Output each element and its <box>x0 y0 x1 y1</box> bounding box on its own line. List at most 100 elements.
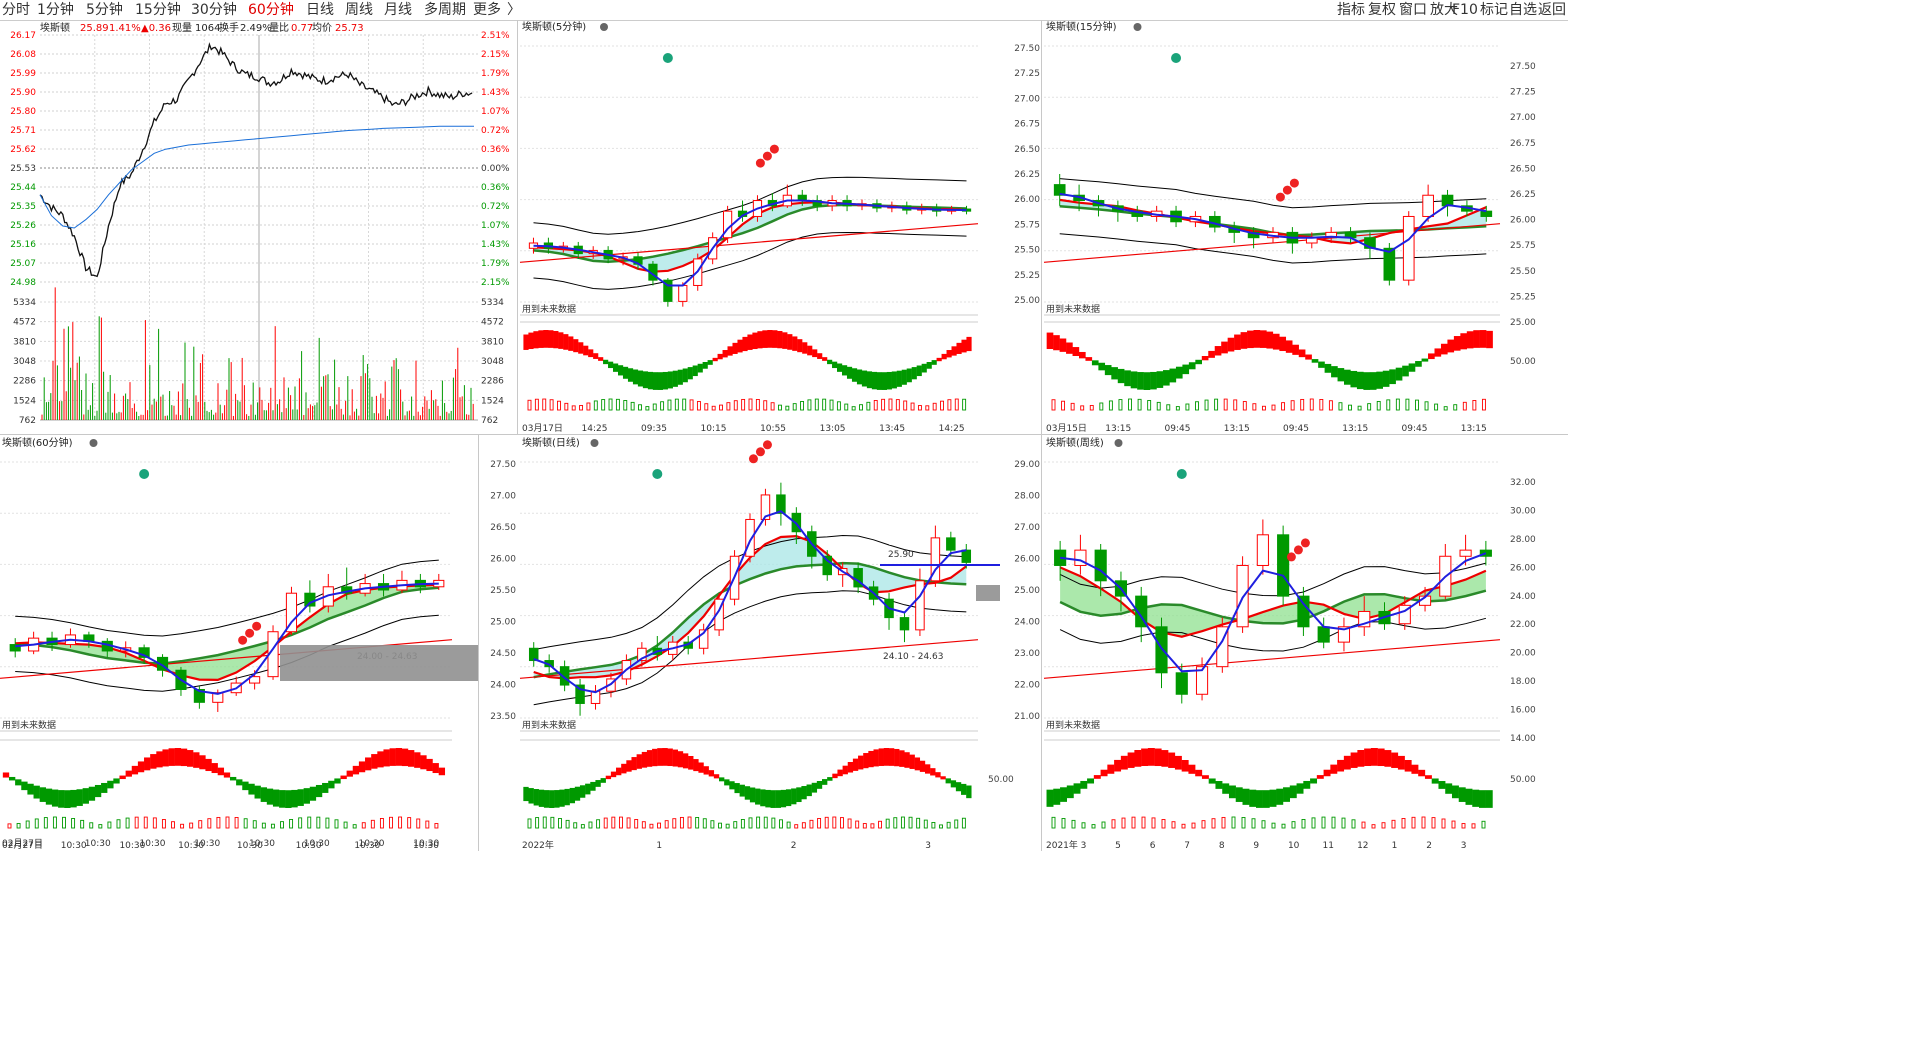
sell-signal-icon <box>1286 552 1296 562</box>
bollinger-lower <box>1059 617 1487 652</box>
indicator-bar <box>645 406 650 411</box>
indicator-bar <box>725 823 730 829</box>
x-tick: 10:30 <box>178 841 204 851</box>
candle-body <box>915 580 925 631</box>
indicator-bar <box>801 822 806 829</box>
indicator-bar <box>740 818 745 829</box>
toolbar-indicator[interactable]: 指标 <box>1337 2 1365 18</box>
tab-monthly[interactable]: 月线 <box>384 2 412 18</box>
more-arrow-icon[interactable]: 〉 <box>507 2 521 18</box>
candle-body <box>212 692 224 703</box>
indicator-bar <box>1443 406 1448 411</box>
tab-15min[interactable]: 15分钟 <box>135 2 181 18</box>
ma-long-line <box>519 639 979 679</box>
y-tick-right: 32.00 <box>1510 478 1536 488</box>
indicator-bar <box>527 818 532 829</box>
toolbar-back[interactable]: 返回 <box>1538 2 1566 18</box>
tab-intraday[interactable]: 分时 <box>2 2 30 18</box>
indicator-bar <box>832 816 837 829</box>
indicator-bar <box>641 821 646 829</box>
tab-multi-period[interactable]: 多周期 <box>424 2 466 18</box>
indicator-bar <box>1089 405 1094 411</box>
fast-ma-line <box>533 199 967 287</box>
sell-signal-icon <box>762 440 772 450</box>
support-zone-block <box>976 585 1000 601</box>
indicator-bar <box>1242 401 1247 411</box>
x-tick: 13:15 <box>1105 424 1131 434</box>
toolbar-adjust[interactable]: 复权 <box>1368 2 1396 18</box>
candle-body <box>138 647 150 658</box>
indicator-bar <box>1175 406 1180 411</box>
candle-body <box>528 647 539 662</box>
indicator-bar <box>1461 823 1466 829</box>
indicator-bar <box>1252 403 1257 411</box>
indicator-bar <box>379 818 384 829</box>
y-tick-right: 26.75 <box>1510 139 1536 149</box>
indicator-bar <box>733 400 738 411</box>
indicator-bar <box>923 819 928 829</box>
indicator-bar <box>398 816 403 829</box>
tab-30min[interactable]: 30分钟 <box>191 2 237 18</box>
indicator-bar <box>660 401 665 411</box>
x-tick: 10:30 <box>359 839 385 849</box>
y-tick-left: 27.00 <box>1014 94 1040 104</box>
tab-daily[interactable]: 日线 <box>306 2 334 18</box>
y-tick-left: 25.71 <box>10 126 36 136</box>
tab-more[interactable]: 更多 <box>473 2 501 18</box>
indicator-bar <box>824 816 829 829</box>
indicator-bar <box>1201 820 1206 829</box>
indicator-bar <box>189 822 194 829</box>
indicator-bar <box>134 816 139 829</box>
y-tick-right: 1.79% <box>481 259 510 269</box>
x-tick: 2021年 <box>1046 839 1078 851</box>
intraday-pct: 1.41% <box>109 23 141 34</box>
indicator-bar <box>216 816 221 829</box>
dropdown-icon <box>590 439 599 447</box>
bollinger-lower <box>1059 233 1487 264</box>
indicator-bar <box>1195 401 1199 411</box>
tab-weekly[interactable]: 周线 <box>345 2 373 18</box>
tab-5min[interactable]: 5分钟 <box>86 2 123 18</box>
toolbar-window[interactable]: 窗口 <box>1399 2 1427 18</box>
x-tick: 14:25 <box>582 424 608 434</box>
candle-body <box>304 592 316 607</box>
indicator-bar <box>814 398 819 411</box>
indicator-bar <box>634 819 639 829</box>
candle-body <box>1317 626 1330 643</box>
bollinger-upper <box>15 559 439 637</box>
candle-body <box>1297 595 1310 628</box>
tab-1min[interactable]: 1分钟 <box>37 2 74 18</box>
indicator-bar <box>1331 816 1336 829</box>
y-tick-left: 25.50 <box>1014 246 1040 256</box>
indicator-bar <box>557 400 561 411</box>
toolbar-f10[interactable]: F10 <box>1452 2 1478 18</box>
indicator-bar <box>1231 816 1236 829</box>
future-data-note: 用到未来数据 <box>1046 303 1100 315</box>
toolbar-watchlist[interactable]: 自选 <box>1509 2 1537 18</box>
x-tick: 10:30 <box>413 841 439 851</box>
toolbar-mark[interactable]: 标记 <box>1480 2 1508 18</box>
indicator-bar <box>1214 398 1219 411</box>
candle-body <box>1402 215 1415 281</box>
x-tick: 3 <box>1461 841 1467 851</box>
sell-signal-icon <box>1282 185 1292 195</box>
indicator-bar <box>657 822 662 829</box>
x-tick: 2 <box>1426 841 1432 851</box>
indicator-bar <box>1401 818 1406 829</box>
indicator-bar <box>1301 818 1306 829</box>
fast-ma-line <box>1059 552 1487 673</box>
candle-body <box>1053 184 1066 196</box>
tab-60min[interactable]: 60分钟 <box>248 2 294 18</box>
ma-slow-line <box>15 586 439 665</box>
toolbar-zoom[interactable]: 放大 <box>1430 2 1458 18</box>
candle-body <box>714 598 724 631</box>
indicator-bar <box>1328 400 1333 411</box>
x-tick: 03月15日 <box>1046 423 1087 434</box>
sell-signal-icon <box>245 628 255 638</box>
candle-body <box>1358 610 1371 628</box>
indicator-bar <box>565 819 570 829</box>
indicator-bar <box>1453 404 1458 411</box>
future-data-note: 用到未来数据 <box>522 303 576 315</box>
candle-body <box>961 549 972 563</box>
y-tick-left: 26.50 <box>1014 145 1040 155</box>
